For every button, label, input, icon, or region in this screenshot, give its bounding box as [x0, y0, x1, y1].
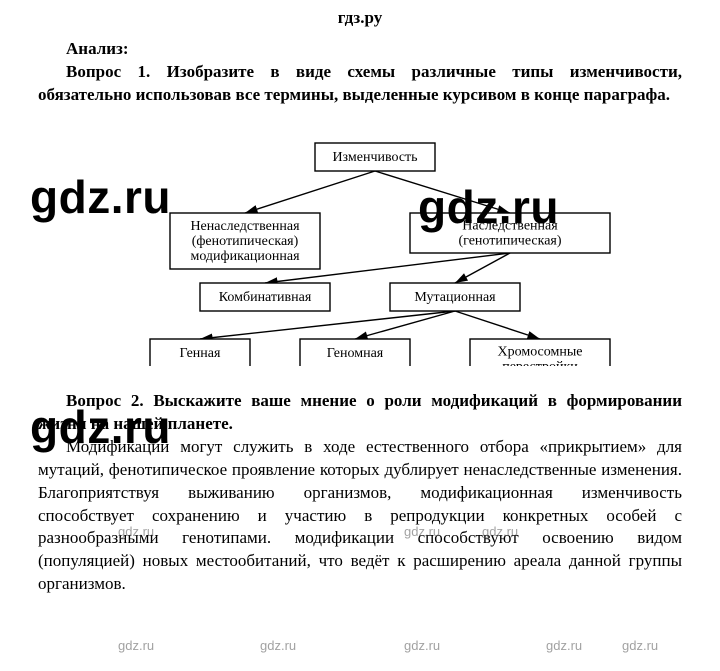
answer-2-text: Модификации могут служить в ходе естеств… — [38, 436, 682, 597]
page: гдз.ру Анализ: Вопрос 1. Изобразите в ви… — [0, 0, 720, 606]
svg-text:Ненаследственная: Ненаследственная — [190, 219, 300, 234]
svg-text:(фенотипическая): (фенотипическая) — [192, 234, 299, 249]
svg-text:Изменчивость: Изменчивость — [332, 150, 417, 165]
variability-tree-diagram: Изменчивость Ненаследственная(фенотипичес… — [90, 121, 630, 366]
svg-text:перестройки: перестройки — [502, 360, 578, 366]
site-header: гдз.ру — [0, 0, 720, 28]
analysis-label: Анализ: — [38, 38, 682, 61]
watermark-small: gdz.ru — [118, 638, 154, 653]
svg-text:(генотипическая): (генотипическая) — [458, 234, 561, 249]
svg-text:Хромосомные: Хромосомные — [498, 345, 583, 360]
svg-text:Комбинативная: Комбинативная — [219, 290, 312, 305]
svg-text:Генная: Генная — [180, 346, 221, 361]
diagram-node-gen: Генная — [150, 339, 250, 366]
question-2: Вопрос 2. Выскажите ваше мнение о роли м… — [38, 390, 682, 436]
question-1: Вопрос 1. Изобразите в виде схемы различ… — [38, 61, 682, 107]
diagram-node-right1: Наследственная(генотипическая) — [410, 213, 610, 253]
diagram-container: Изменчивость Ненаследственная(фенотипичес… — [38, 121, 682, 366]
svg-text:модификационная: модификационная — [190, 249, 300, 264]
question-2-label: Вопрос 2. — [66, 391, 144, 410]
diagram-node-chrom: Хромосомныеперестройки — [470, 339, 610, 366]
svg-text:Наследственная: Наследственная — [462, 219, 558, 234]
watermark-small: gdz.ru — [622, 638, 658, 653]
diagram-node-genome: Геномная — [300, 339, 410, 366]
diagram-node-left1: Ненаследственная(фенотипическая)модифика… — [170, 213, 320, 269]
diagram-node-mut: Мутационная — [390, 283, 520, 311]
watermark-small: gdz.ru — [260, 638, 296, 653]
content: Анализ: Вопрос 1. Изобразите в виде схем… — [0, 28, 720, 606]
watermark-small: gdz.ru — [404, 638, 440, 653]
diagram-node-root: Изменчивость — [315, 143, 435, 171]
diagram-node-comb: Комбинативная — [200, 283, 330, 311]
watermark-small: gdz.ru — [546, 638, 582, 653]
question-1-label: Вопрос 1. — [66, 62, 150, 81]
svg-text:Геномная: Геномная — [327, 346, 384, 361]
svg-text:Мутационная: Мутационная — [414, 290, 496, 305]
